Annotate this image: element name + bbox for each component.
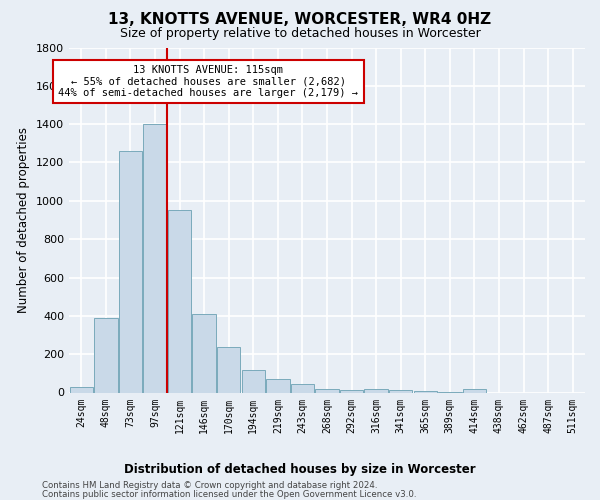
Bar <box>217 348 241 393</box>
Bar <box>316 388 338 392</box>
Bar <box>70 387 93 392</box>
Bar <box>119 151 142 392</box>
Bar <box>340 390 363 392</box>
Text: Contains HM Land Registry data © Crown copyright and database right 2024.: Contains HM Land Registry data © Crown c… <box>42 481 377 490</box>
Bar <box>389 390 412 392</box>
Bar <box>364 388 388 392</box>
Bar <box>242 370 265 392</box>
Text: 13 KNOTTS AVENUE: 115sqm
← 55% of detached houses are smaller (2,682)
44% of sem: 13 KNOTTS AVENUE: 115sqm ← 55% of detach… <box>58 64 358 98</box>
Text: Distribution of detached houses by size in Worcester: Distribution of detached houses by size … <box>124 462 476 475</box>
Bar <box>266 379 290 392</box>
Bar <box>168 210 191 392</box>
Bar <box>463 388 486 392</box>
Bar <box>193 314 216 392</box>
Text: Contains public sector information licensed under the Open Government Licence v3: Contains public sector information licen… <box>42 490 416 499</box>
Text: Size of property relative to detached houses in Worcester: Size of property relative to detached ho… <box>119 28 481 40</box>
Bar <box>413 391 437 392</box>
Bar <box>291 384 314 392</box>
Text: 13, KNOTTS AVENUE, WORCESTER, WR4 0HZ: 13, KNOTTS AVENUE, WORCESTER, WR4 0HZ <box>109 12 491 28</box>
Bar <box>143 124 167 392</box>
Bar <box>94 318 118 392</box>
Y-axis label: Number of detached properties: Number of detached properties <box>17 127 31 313</box>
